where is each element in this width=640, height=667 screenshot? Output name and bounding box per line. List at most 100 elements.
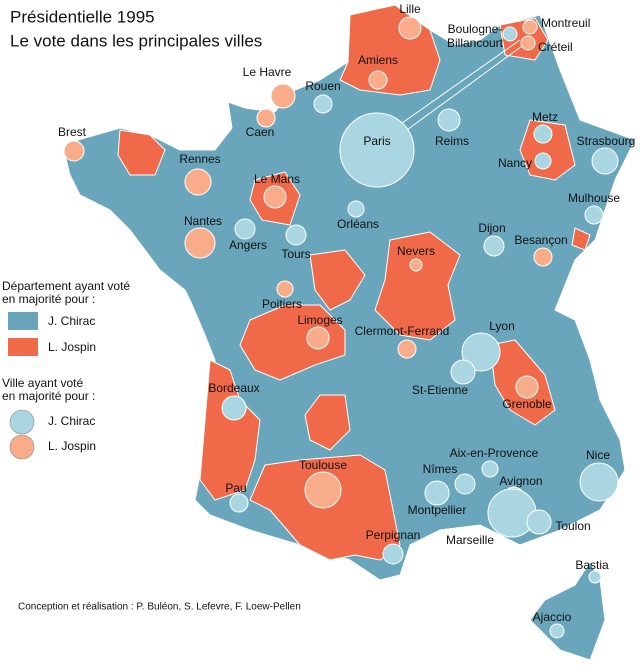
leader-line xyxy=(394,39,521,129)
city-label: Nice xyxy=(586,448,610,462)
city-marker xyxy=(437,108,461,132)
city-label: Marseille xyxy=(446,533,494,547)
city-label: Avignon xyxy=(499,474,542,488)
city-label: Ajaccio xyxy=(533,610,572,624)
city-label: Nancy xyxy=(498,156,532,170)
city-marker xyxy=(398,16,422,40)
city-marker xyxy=(454,473,476,495)
city-marker xyxy=(234,218,256,240)
city-marker xyxy=(347,200,365,218)
city-label: Lyon xyxy=(489,319,515,333)
city-label: Limoges xyxy=(297,313,342,327)
city-label: Pau xyxy=(225,481,246,495)
city-marker xyxy=(534,152,552,170)
city-marker xyxy=(304,471,342,509)
city-marker xyxy=(461,332,501,372)
city-marker xyxy=(515,375,539,399)
city-marker xyxy=(424,480,450,506)
city-label: Mulhouse xyxy=(568,191,620,205)
city-label: Perpignan xyxy=(366,528,421,542)
city-marker xyxy=(221,395,247,421)
credit: Conception et réalisation : P. Buléon, S… xyxy=(18,602,301,613)
title: Présidentielle 1995 xyxy=(10,7,155,26)
city-label: Metz xyxy=(532,110,558,124)
city-label: Nevers xyxy=(397,244,435,258)
city-marker xyxy=(270,83,296,109)
city-label: Bordeaux xyxy=(208,381,259,395)
leader-line xyxy=(399,45,523,136)
city-marker xyxy=(549,623,565,639)
city-marker xyxy=(256,108,276,128)
city-marker xyxy=(313,94,333,114)
city-label: Aix-en-Provence xyxy=(450,446,539,460)
legend-title: Département ayant voté xyxy=(2,279,130,293)
city-label: Caen xyxy=(246,125,275,139)
city-label: Amiens xyxy=(358,53,398,67)
department xyxy=(239,304,346,381)
city-marker xyxy=(397,339,417,359)
city-marker xyxy=(591,147,619,175)
legend: J. Chirac L. Jospin J. Chirac L. Jospin xyxy=(8,312,96,460)
city-marker xyxy=(184,168,212,196)
city-marker xyxy=(263,185,287,209)
city-label: Billancourt xyxy=(447,36,504,50)
city-marker xyxy=(579,462,619,502)
city-marker xyxy=(487,488,537,538)
department xyxy=(117,129,166,176)
city-marker xyxy=(184,227,216,259)
city-marker xyxy=(450,359,476,385)
department xyxy=(199,359,261,501)
department xyxy=(374,231,461,341)
city-label: Nantes xyxy=(184,214,222,228)
city-marker xyxy=(520,35,536,51)
city-label: Montreuil xyxy=(541,16,590,30)
city-label: Poitiers xyxy=(262,297,302,311)
city-label: Orléans xyxy=(337,217,379,231)
city-label: Grenoble xyxy=(502,397,552,411)
city-label: Rennes xyxy=(179,152,220,166)
legend-title: Ville ayant voté xyxy=(2,376,83,390)
city-label: Lille xyxy=(399,2,421,16)
city-label: Créteil xyxy=(538,40,573,54)
city-label: Nîmes xyxy=(423,462,458,476)
legend-title: en majorité pour : xyxy=(2,292,95,306)
city-label: St-Etienne xyxy=(412,383,468,397)
city-label: Le Havre xyxy=(243,65,292,79)
city-label: Montpellier xyxy=(408,503,467,517)
city-marker xyxy=(229,493,249,513)
city-marker xyxy=(276,280,294,298)
city-marker xyxy=(483,235,505,257)
city-label: Boulogne- xyxy=(448,22,503,36)
city-label: Le Mans xyxy=(254,172,300,186)
city-label: Besançon xyxy=(514,233,567,247)
city-marker xyxy=(533,247,553,267)
city-marker xyxy=(522,19,538,35)
city-marker xyxy=(368,70,388,90)
legend-label: J. Chirac xyxy=(48,314,95,328)
city-label: Reims xyxy=(435,134,469,148)
city-marker xyxy=(526,509,552,535)
city-label: Paris xyxy=(363,134,390,148)
city-label: Rouen xyxy=(305,79,340,93)
city-marker xyxy=(409,258,423,272)
legend-label: L. Jospin xyxy=(48,439,96,453)
legend-swatch xyxy=(9,409,35,435)
city-marker xyxy=(584,205,604,225)
city-label: Tours xyxy=(281,247,310,261)
department xyxy=(304,394,351,451)
city-label: Brest xyxy=(58,125,87,139)
legend-title: en majorité pour : xyxy=(2,389,95,403)
city-label: Strasbourg xyxy=(577,134,636,148)
legend-label: L. Jospin xyxy=(48,340,96,354)
corsica xyxy=(529,561,606,661)
legend-swatch xyxy=(8,312,38,330)
city-label: Angers xyxy=(229,238,267,252)
city-marker xyxy=(502,26,518,42)
city-marker xyxy=(382,543,404,565)
city-label: Toulouse xyxy=(299,458,347,472)
city-marker xyxy=(306,326,330,350)
city-marker xyxy=(481,460,499,478)
city-label: Clermont-Ferrand xyxy=(355,324,450,338)
department xyxy=(309,249,366,311)
